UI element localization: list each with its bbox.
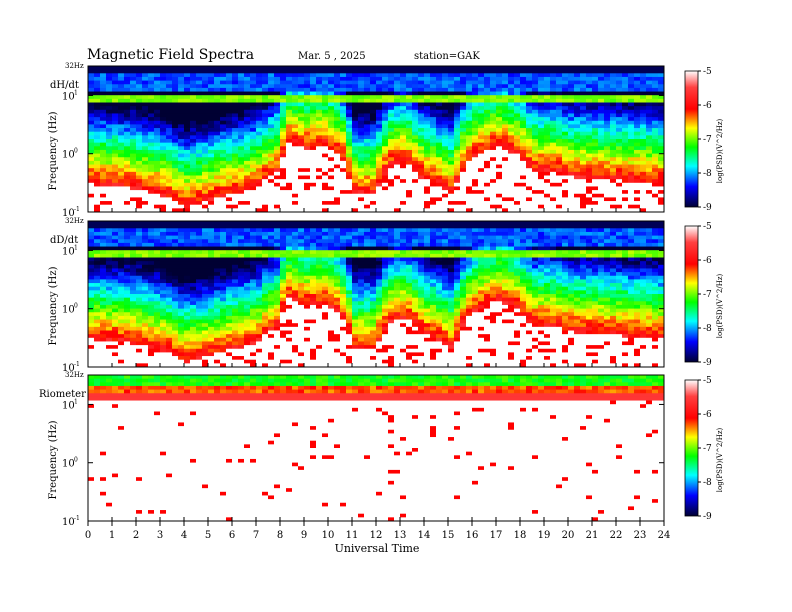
x-tick-label: 2 xyxy=(133,530,139,541)
y-tick-exponent: 1 xyxy=(74,89,78,96)
x-tick-label: 19 xyxy=(538,530,551,541)
panel-top-label: 32Hz xyxy=(65,62,84,70)
x-tick-label: 8 xyxy=(277,530,283,541)
colorbar-tick-label: -8 xyxy=(703,169,712,179)
colorbar-tick-label: -6 xyxy=(703,256,712,266)
spectrogram-raster xyxy=(88,66,665,213)
y-tick-label: 10 xyxy=(62,363,75,374)
y-tick-label: 10 xyxy=(62,400,75,411)
x-tick-label: 13 xyxy=(394,530,407,541)
colorbar-tick-label: -7 xyxy=(703,444,712,454)
panel-top-label: 32Hz xyxy=(65,217,84,225)
x-tick-label: 11 xyxy=(346,530,359,541)
colorbar-tick-label: -8 xyxy=(703,478,712,488)
x-tick-label: 16 xyxy=(466,530,479,541)
x-axis-label: Universal Time xyxy=(335,542,420,555)
y-tick-label: 10 xyxy=(62,150,75,161)
colorbar-tick-label: -9 xyxy=(703,358,712,368)
y-tick-label: 10 xyxy=(62,208,75,219)
time-axis: 0 1 2 3 4 5 6 7 8 9 10 11 12 13 14 15 16 17 18 19 20 21 22 23 24 xyxy=(85,208,671,541)
colorbar-tick-label: -7 xyxy=(703,290,712,300)
x-tick-label: 17 xyxy=(490,530,503,541)
colorbar-label: log(PSD)(V^2/Hz) xyxy=(716,427,724,492)
chart-date: Mar. 5 , 2025 xyxy=(298,51,366,62)
x-tick-label: 1 xyxy=(109,530,115,541)
colorbar-tick-label: -8 xyxy=(703,324,712,334)
x-tick-label: 7 xyxy=(253,530,259,541)
y-axis-label: Frequency (Hz) xyxy=(48,420,59,499)
colorbar-tick-label: -6 xyxy=(703,101,712,111)
y-tick-exponent: -1 xyxy=(74,515,80,522)
y-axis-label: Frequency (Hz) xyxy=(48,266,59,345)
y-tick-label: 10 xyxy=(62,305,75,316)
x-tick-label: 6 xyxy=(229,530,235,541)
spectrogram-raster xyxy=(88,221,665,368)
colorbar-tick-label: -9 xyxy=(703,203,712,213)
x-tick-label: 22 xyxy=(610,530,623,541)
colorbar-label: log(PSD)(V^2/Hz) xyxy=(716,273,724,338)
y-tick-label: 10 xyxy=(62,246,75,257)
x-tick-label: 18 xyxy=(514,530,527,541)
chart-station: station=GAK xyxy=(414,51,480,62)
x-tick-label: 21 xyxy=(586,530,599,541)
colorbar-tick-label: -7 xyxy=(703,135,712,145)
chart-title: Magnetic Field Spectra xyxy=(87,47,254,63)
y-tick-exponent: -1 xyxy=(74,206,80,213)
colorbar xyxy=(684,225,699,363)
spectrogram-raster xyxy=(88,375,665,522)
panel-name: Riometer xyxy=(39,389,86,400)
colorbar-tick-label: -6 xyxy=(703,410,712,420)
panel-name: dD/dt xyxy=(50,235,78,246)
x-tick-label: 15 xyxy=(442,530,455,541)
x-tick-label: 24 xyxy=(658,530,671,541)
colorbar xyxy=(684,70,699,208)
x-tick-label: 20 xyxy=(562,530,575,541)
x-tick-label: 0 xyxy=(85,530,91,541)
y-tick-exponent: 0 xyxy=(74,148,78,155)
y-tick-label: 10 xyxy=(62,459,75,470)
x-tick-label: 12 xyxy=(370,530,383,541)
colorbar-tick-label: -5 xyxy=(703,376,712,386)
y-tick-exponent: 1 xyxy=(74,398,78,405)
colorbar xyxy=(684,379,699,517)
y-axis-label: Frequency (Hz) xyxy=(48,111,59,190)
y-tick-exponent: 1 xyxy=(74,244,78,251)
y-tick-label: 10 xyxy=(62,91,75,102)
x-tick-label: 14 xyxy=(418,530,431,541)
x-tick-label: 23 xyxy=(634,530,647,541)
y-tick-exponent: 0 xyxy=(74,303,78,310)
colorbar-tick-label: -9 xyxy=(703,512,712,522)
y-tick-label: 10 xyxy=(62,517,75,528)
colorbar-tick-label: -5 xyxy=(703,67,712,77)
x-tick-label: 5 xyxy=(205,530,211,541)
x-tick-label: 3 xyxy=(157,530,163,541)
x-tick-label: 9 xyxy=(301,530,307,541)
x-tick-label: 4 xyxy=(181,530,187,541)
y-tick-exponent: 0 xyxy=(74,457,78,464)
colorbar-tick-label: -5 xyxy=(703,222,712,232)
y-tick-exponent: -1 xyxy=(74,361,80,368)
panel-name: dH/dt xyxy=(50,80,79,91)
x-tick-label: 10 xyxy=(322,530,335,541)
panel-top-label: 32Hz xyxy=(65,371,84,379)
colorbar-label: log(PSD)(V^2/Hz) xyxy=(716,118,724,183)
